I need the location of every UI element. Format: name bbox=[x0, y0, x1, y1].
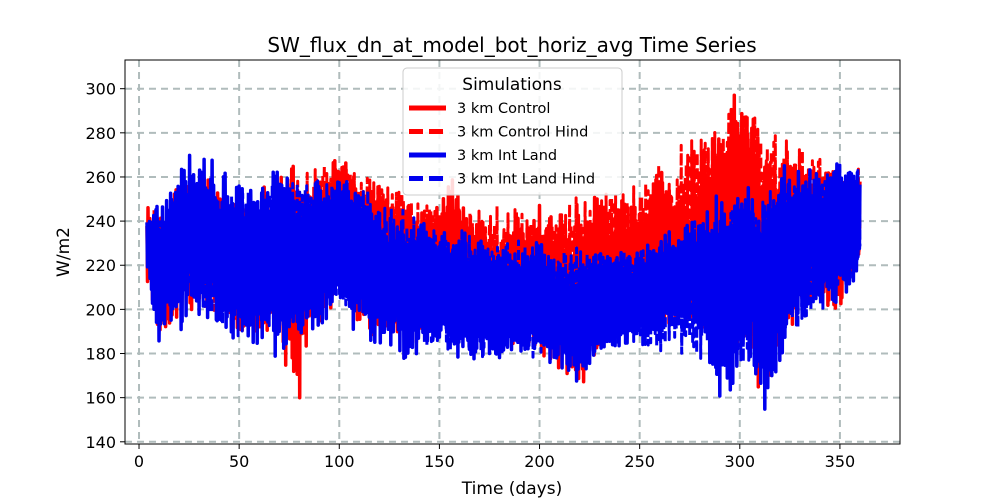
y-tick-label: 280 bbox=[85, 124, 116, 143]
x-tick-label: 200 bbox=[524, 452, 555, 471]
legend-frame bbox=[402, 67, 623, 196]
y-tick-label: 200 bbox=[85, 300, 116, 319]
y-axis: 140 160 180 200 220 240 260 280 300 bbox=[85, 80, 125, 452]
y-tick-label: 240 bbox=[85, 212, 116, 231]
y-axis-label: W/m2 bbox=[54, 227, 74, 277]
x-tick-label: 100 bbox=[324, 452, 355, 471]
legend-label-2: 3 km Int Land bbox=[457, 148, 557, 164]
x-tick-label: 0 bbox=[134, 452, 144, 471]
y-tick-label: 260 bbox=[85, 168, 116, 187]
x-axis: 0 50 100 150 200 250 300 350 bbox=[134, 444, 855, 471]
legend-label-1: 3 km Control Hind bbox=[457, 125, 588, 141]
y-tick-label: 180 bbox=[85, 345, 116, 364]
y-tick-label: 300 bbox=[85, 80, 116, 99]
x-tick-label: 300 bbox=[725, 452, 756, 471]
legend-label-0: 3 km Control bbox=[457, 101, 550, 117]
y-tick-label: 160 bbox=[85, 389, 116, 408]
x-tick-label: 350 bbox=[825, 452, 856, 471]
legend-title: Simulations bbox=[462, 75, 562, 95]
plot-frame bbox=[124, 59, 901, 445]
x-tick-label: 250 bbox=[624, 452, 655, 471]
x-tick-label: 50 bbox=[229, 452, 249, 471]
legend-label-3: 3 km Int Land Hind bbox=[457, 172, 595, 188]
series-line-3 bbox=[145, 163, 862, 367]
y-tick-label: 220 bbox=[85, 256, 116, 275]
x-axis-label: Time (days) bbox=[461, 479, 562, 499]
chart-title: SW_flux_dn_at_model_bot_horiz_avg Time S… bbox=[267, 33, 756, 57]
series-layer bbox=[145, 93, 862, 411]
legend: Simulations 3 km Control 3 km Control Hin… bbox=[402, 67, 623, 196]
x-tick-label: 150 bbox=[424, 452, 455, 471]
y-tick-label: 140 bbox=[85, 433, 116, 452]
